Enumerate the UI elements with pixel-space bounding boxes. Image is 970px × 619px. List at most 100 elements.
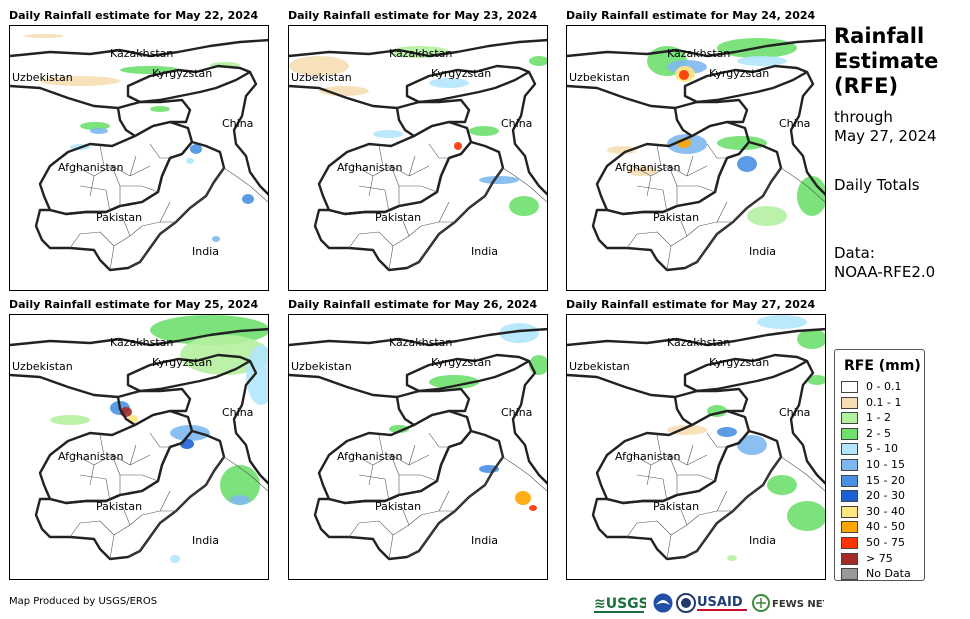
country-label-afghanistan: Afghanistan [615,161,681,174]
map-frame: Kazakhstan Uzbekistan Kyrgyzstan China Afgha… [9,25,269,291]
legend-swatch [841,412,858,425]
map-panel: Daily Rainfall estimate for May 24, 2024… [566,9,826,291]
china-boundary [511,360,547,485]
country-label-india: India [471,534,498,547]
rainfall-area [737,156,757,172]
country-label-china: China [501,406,533,419]
country-label-kyrgyzstan: Kyrgyzstan [431,67,492,80]
country-label-kazakhstan: Kazakhstan [110,336,174,349]
panel-title: Daily Rainfall estimate for May 26, 2024 [288,298,538,311]
rainfall-area [717,427,737,437]
china-boundary [511,71,547,196]
pakprov-boundary [626,201,733,271]
rfe-title: Rainfall Estimate (RFE) [834,24,938,99]
pakprov-boundary [626,490,733,560]
rainfall-area [90,128,108,134]
legend-label: 50 - 75 [866,536,905,549]
panel-title: Daily Rainfall estimate for May 24, 2024 [566,9,816,22]
uzb-boundary [10,373,119,399]
india-boundary [127,167,268,269]
data-source: NOAA-RFE2.0 [834,263,936,281]
country-label-kazakhstan: Kazakhstan [110,47,174,60]
country-label-uzbekistan: Uzbekistan [12,71,73,84]
through-label: through [834,108,893,126]
map-panel: Daily Rainfall estimate for May 26, 2024… [288,298,548,580]
rainfall-area [509,196,539,216]
rainfall-area [186,158,194,164]
kaz-boundary [289,327,547,347]
panel-title: Daily Rainfall estimate for May 22, 2024 [9,9,259,22]
rainfall-area [727,555,737,561]
map-panel: Daily Rainfall estimate for May 25, 2024… [9,298,269,580]
provinces-boundary [350,143,449,213]
country-label-pakistan: Pakistan [96,500,143,513]
rainfall-area [787,501,825,531]
legend-swatch [841,459,858,471]
india-boundary [684,456,825,558]
country-label-india: India [192,534,219,547]
kgz-boundary [126,353,252,393]
pakprov-boundary [348,490,455,560]
rainfall-map [567,315,825,561]
provinces-boundary [628,432,727,502]
rainfall-area [212,236,220,242]
legend-swatch [841,443,858,456]
legend-label: 10 - 15 [866,458,905,471]
uzb-boundary [10,84,119,110]
country-label-uzbekistan: Uzbekistan [569,71,630,84]
rainfall-map [289,323,547,561]
india-boundary [127,456,268,558]
rainfall-area [230,495,250,505]
map-frame: Kazakhstan Uzbekistan Kyrgyzstan China Afgha… [288,314,548,580]
kgz-boundary [683,353,809,393]
svg-text:USAID: USAID [697,595,743,610]
legend-swatch [841,568,858,581]
country-label-china: China [222,117,254,130]
panel-title: Daily Rainfall estimate for May 25, 2024 [9,298,259,311]
country-label-afghanistan: Afghanistan [615,450,681,463]
country-label-kazakhstan: Kazakhstan [667,336,731,349]
tjk-boundary [395,387,471,427]
legend-item: No Data [841,567,925,582]
provinces-boundary [71,432,170,502]
country-label-uzbekistan: Uzbekistan [291,71,352,84]
rainfall-area [246,345,268,405]
uzb-boundary [567,84,676,110]
rainfall-area [737,435,767,455]
legend-item: 0.1 - 1 [841,396,925,411]
country-label-kyrgyzstan: Kyrgyzstan [152,67,213,80]
legend-swatch [841,490,858,503]
country-label-uzbekistan: Uzbekistan [291,360,352,373]
legend-label: 20 - 30 [866,489,905,503]
tjk-boundary [395,98,471,138]
rainfall-area [242,194,254,204]
rainfall-area [529,505,537,511]
partner-logos: ≋USGS USAID FEWS NET [594,591,830,615]
country-label-afghanistan: Afghanistan [337,450,403,463]
india-boundary [406,167,547,269]
rainfall-area [429,375,479,389]
panel-title: Daily Rainfall estimate for May 23, 2024 [288,9,538,22]
legend-swatch [841,505,858,518]
country-label-pakistan: Pakistan [653,211,700,224]
noaa-logo [652,591,674,615]
title-line-1: Rainfall [834,24,925,48]
kgz-boundary [405,353,531,393]
map-frame: Kazakhstan Uzbekistan Kyrgyzstan China Afgha… [9,314,269,580]
country-label-kazakhstan: Kazakhstan [389,47,453,60]
pakprov-boundary [69,201,176,271]
rainfall-area [529,56,547,66]
provinces-boundary [628,143,727,213]
legend-swatch [841,396,858,409]
country-label-pakistan: Pakistan [375,211,422,224]
legend-item: 2 - 5 [841,427,925,442]
pakprov-boundary [348,201,455,271]
legend-label: 30 - 40 [866,504,905,518]
title-line-3: (RFE) [834,74,899,98]
map-frame: Kazakhstan Uzbekistan Kyrgyzstan China Afgha… [288,25,548,291]
tjk-boundary [673,387,749,427]
kaz-boundary [567,327,825,347]
map-credit: Map Produced by USGS/EROS [9,596,158,607]
legend-swatch [841,381,858,393]
panel-title: Daily Rainfall estimate for May 27, 2024 [566,298,816,311]
